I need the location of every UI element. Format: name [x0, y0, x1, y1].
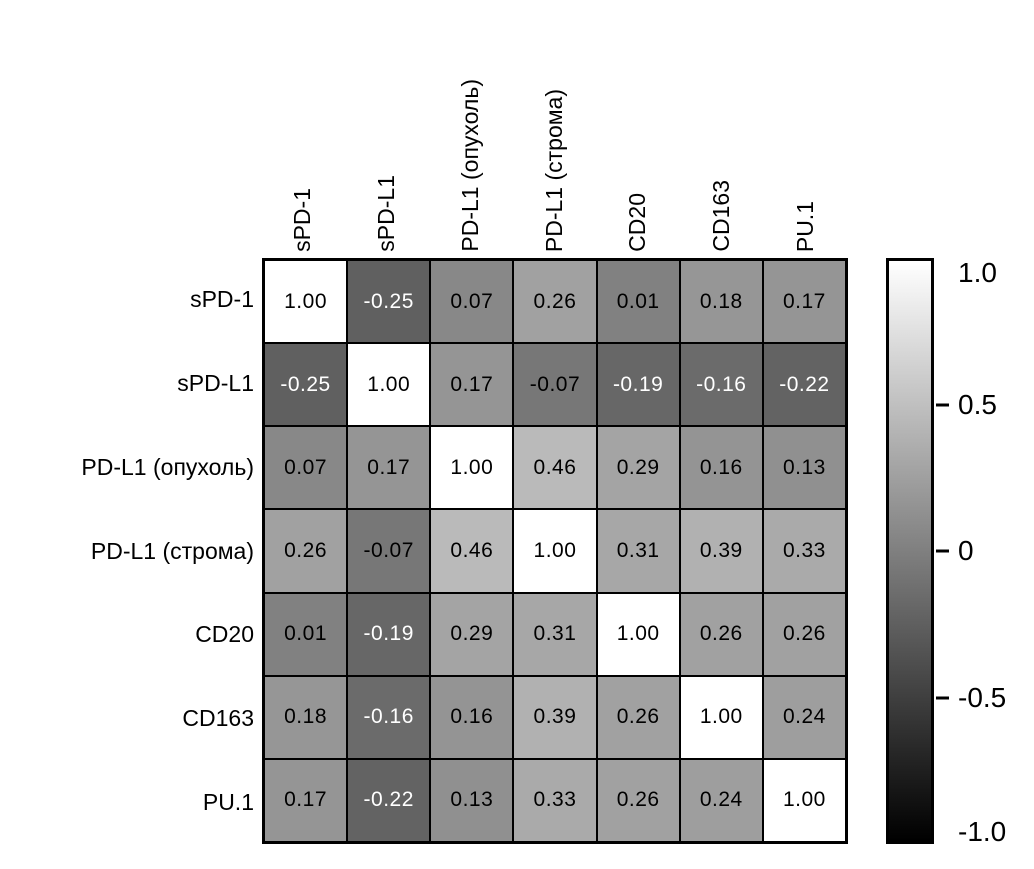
col-label: sPD-1 — [262, 6, 346, 252]
col-label-text: sPD-L1 — [373, 175, 400, 252]
heatmap-cell: 0.17 — [265, 759, 347, 841]
heatmap-cell: 0.17 — [431, 344, 513, 426]
heatmap-cell: 1.00 — [680, 676, 762, 758]
heatmap-cell: 0.39 — [680, 510, 762, 592]
heatmap-cell: 0.26 — [514, 261, 596, 343]
colorbar — [886, 258, 934, 844]
col-label: CD20 — [597, 6, 681, 252]
heatmap-cell: 0.26 — [265, 510, 347, 592]
col-label: sPD-L1 — [346, 6, 430, 252]
heatmap-cell: -0.22 — [763, 344, 845, 426]
row-labels: sPD-1 sPD-L1 PD-L1 (опухоль) PD-L1 (строма)… — [0, 258, 254, 844]
heatmap-cell: 0.07 — [431, 261, 513, 343]
heatmap-cell: -0.25 — [348, 261, 430, 343]
heatmap-cell: 0.39 — [514, 676, 596, 758]
colorbar-tick-label: 0.5 — [958, 388, 997, 420]
heatmap-cell: -0.07 — [514, 344, 596, 426]
heatmap-cell: 0.46 — [431, 510, 513, 592]
col-label-text: sPD-1 — [289, 188, 316, 252]
heatmap-cell: 0.26 — [680, 593, 762, 675]
colorbar-tick-label: 0 — [958, 535, 974, 566]
heatmap-cell: 0.17 — [348, 427, 430, 509]
heatmap-cell: 1.00 — [431, 427, 513, 509]
heatmap-cell: -0.16 — [680, 344, 762, 426]
row-label: PD-L1 (строма) — [90, 537, 254, 564]
col-label-text: PU.1 — [791, 200, 818, 252]
row-label: CD163 — [182, 704, 254, 731]
heatmap-cell: 0.16 — [680, 427, 762, 509]
heatmap-cell: 0.01 — [597, 261, 679, 343]
heatmap-cell: 0.01 — [265, 593, 347, 675]
col-label: PU.1 — [764, 6, 848, 252]
col-label-text: PD-L1 (опухоль) — [456, 79, 483, 252]
heatmap-cell: 0.26 — [597, 759, 679, 841]
heatmap-cell: 0.29 — [431, 593, 513, 675]
heatmap-cell: 1.00 — [763, 759, 845, 841]
heatmap-cell: -0.16 — [348, 676, 430, 758]
col-label: PD-L1 (опухоль) — [429, 6, 513, 252]
colorbar-ticks: 1.0 0.5 0 -0.5 -1.0 — [934, 256, 1034, 847]
heatmap-cell: 0.13 — [431, 759, 513, 841]
heatmap-cell: 1.00 — [348, 344, 430, 426]
heatmap-cell: 0.26 — [597, 676, 679, 758]
col-label: CD163 — [681, 6, 765, 252]
heatmap-cell: -0.22 — [348, 759, 430, 841]
row-label: CD20 — [195, 621, 254, 648]
col-label-text: PD-L1 (строма) — [540, 88, 567, 252]
heatmap-cell: 0.29 — [597, 427, 679, 509]
col-label-text: CD163 — [707, 180, 734, 252]
heatmap-cell: 0.16 — [431, 676, 513, 758]
heatmap-cell: 1.00 — [265, 261, 347, 343]
heatmap-cell: -0.07 — [348, 510, 430, 592]
heatmap-cell: 0.31 — [514, 593, 596, 675]
colorbar-tick-mark — [936, 549, 949, 553]
row-label: sPD-L1 — [177, 370, 254, 397]
heatmap-cell: 0.18 — [265, 676, 347, 758]
heatmap-cell: 0.24 — [680, 759, 762, 841]
col-label-text: CD20 — [624, 193, 651, 252]
heatmap-cell: 0.18 — [680, 261, 762, 343]
colorbar-tick-label: 1.0 — [958, 256, 997, 288]
heatmap-cell: -0.19 — [597, 344, 679, 426]
row-label: PU.1 — [202, 788, 254, 815]
colorbar-tick-mark — [936, 403, 949, 406]
heatmap-cell: -0.25 — [265, 344, 347, 426]
heatmap-cell: -0.19 — [348, 593, 430, 675]
heatmap-grid: 1.00 -0.25 0.07 0.26 0.01 0.18 0.17 -0.25 1.00 0.… — [262, 258, 848, 844]
heatmap-cell: 0.17 — [763, 261, 845, 343]
colorbar-tick-mark — [936, 696, 949, 699]
heatmap-cell: 0.33 — [763, 510, 845, 592]
heatmap-cell: 0.33 — [514, 759, 596, 841]
row-label: sPD-1 — [190, 286, 254, 313]
row-label: PD-L1 (опухоль) — [81, 453, 254, 480]
heatmap-cell: 0.26 — [763, 593, 845, 675]
colorbar-tick-label: -1.0 — [958, 816, 1007, 848]
heatmap-cell: 0.24 — [763, 676, 845, 758]
colorbar-tick-label: -0.5 — [958, 681, 1007, 713]
col-label: PD-L1 (строма) — [513, 6, 597, 252]
heatmap-cell: 1.00 — [597, 593, 679, 675]
heatmap-cell: 0.31 — [597, 510, 679, 592]
column-labels: sPD-1 sPD-L1 PD-L1 (опухоль) PD-L1 (строма)… — [262, 6, 848, 252]
heatmap-cell: 0.13 — [763, 427, 845, 509]
heatmap-cell: 0.46 — [514, 427, 596, 509]
heatmap-cell: 0.07 — [265, 427, 347, 509]
heatmap-cell: 1.00 — [514, 510, 596, 592]
